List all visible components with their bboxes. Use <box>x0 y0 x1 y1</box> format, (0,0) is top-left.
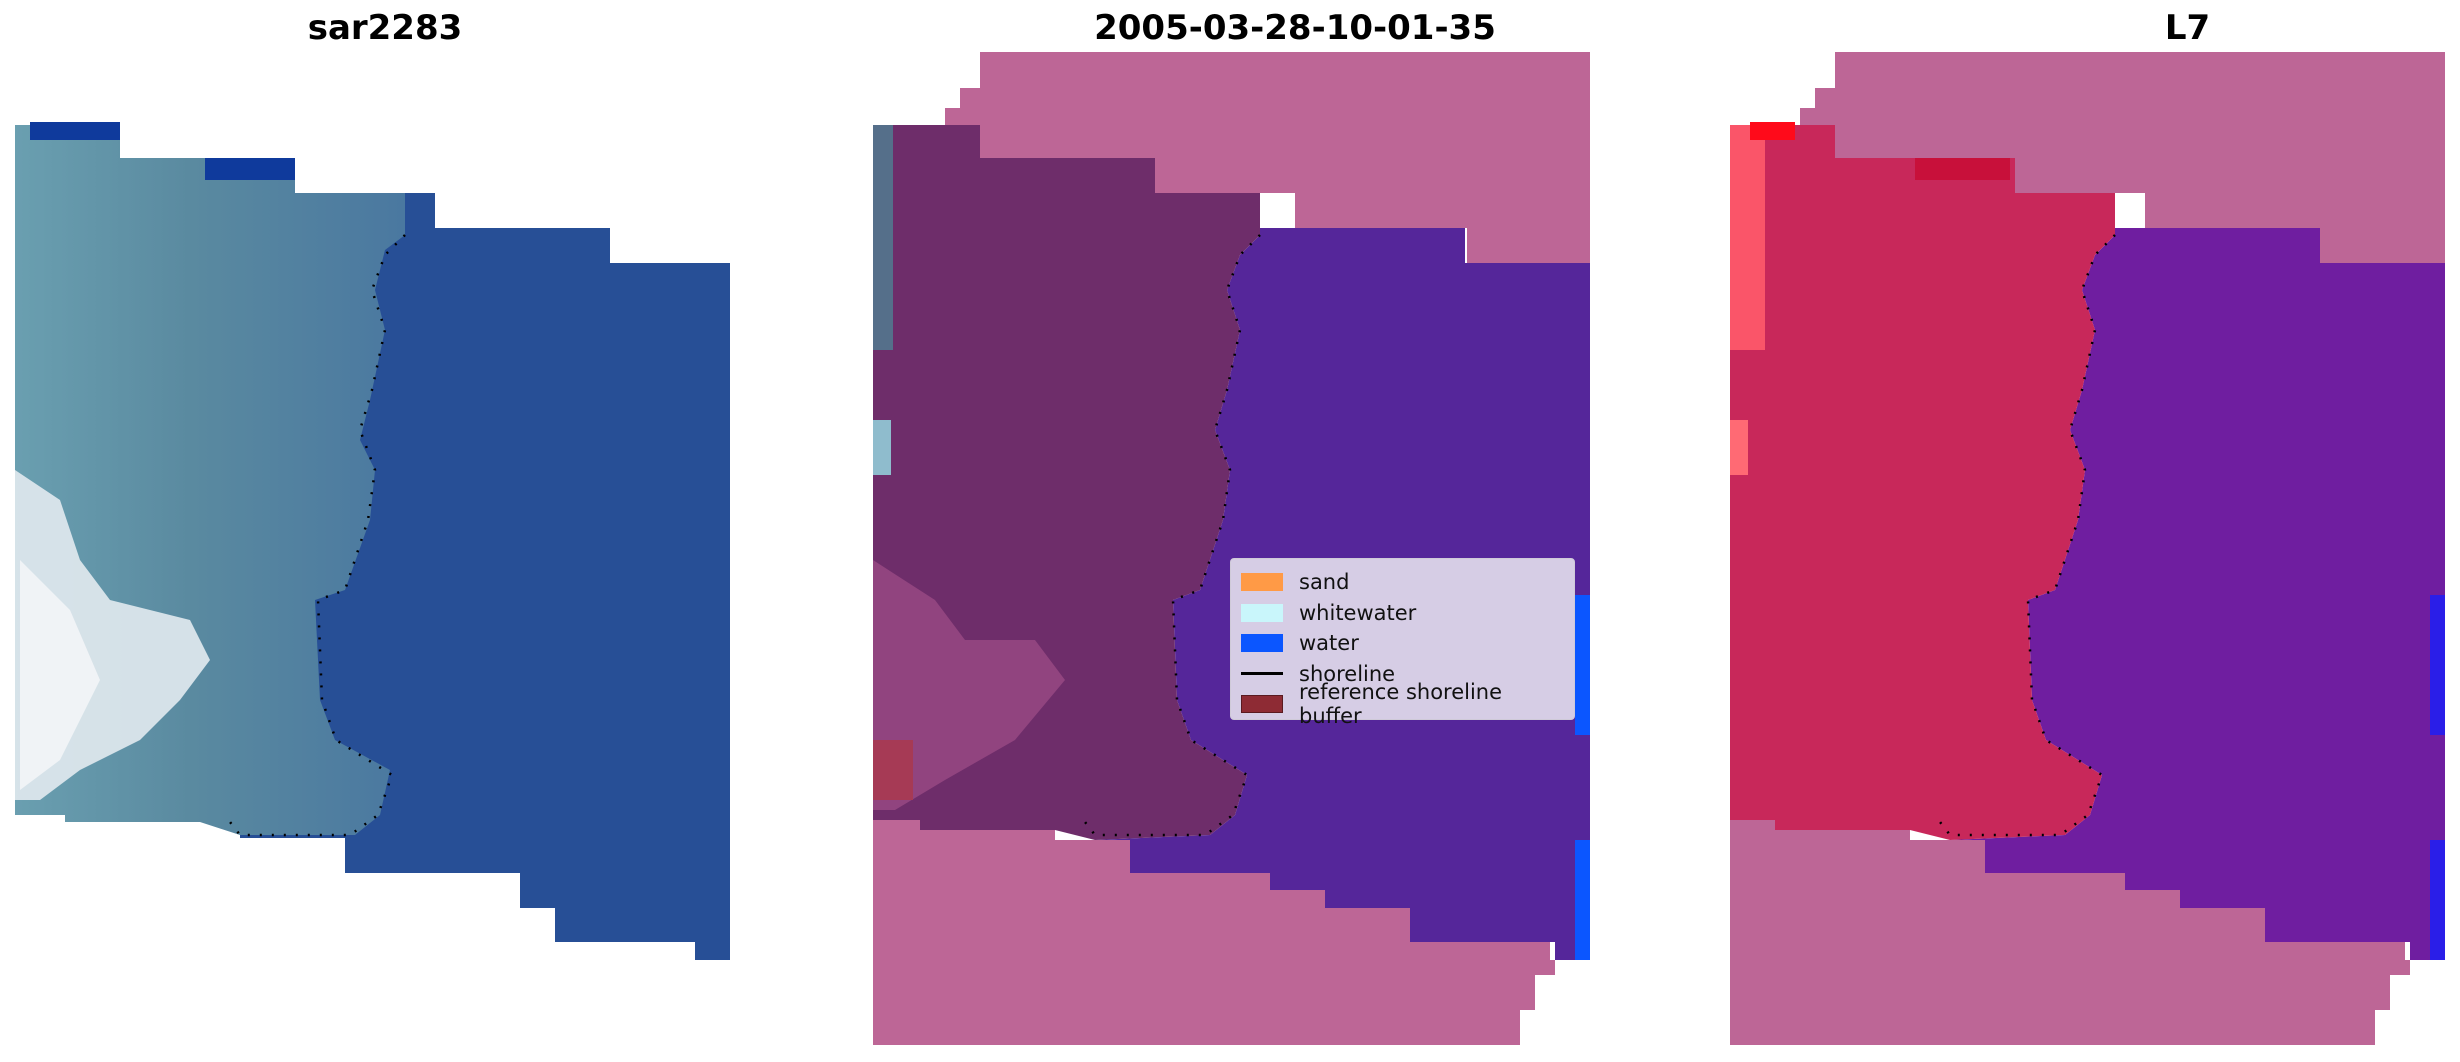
legend-item-shoreline: shoreline <box>1241 659 1564 690</box>
legend-swatch-shoreline <box>1241 672 1283 676</box>
legend-swatch-reference-buffer <box>1241 695 1283 714</box>
panel-title-l7: L7 <box>2164 8 2211 48</box>
panel-title-date: 2005-03-28-10-01-35 <box>1094 8 1496 48</box>
legend-item-water: water <box>1241 628 1564 659</box>
legend-swatch-whitewater <box>1241 603 1283 622</box>
panel-l7: L7 <box>1715 0 2460 1062</box>
legend-item-sand: sand <box>1241 567 1564 598</box>
legend-label-water: water <box>1299 631 1359 656</box>
l7-image <box>1730 52 2445 1045</box>
legend-label-reference-buffer: reference shoreline buffer <box>1299 680 1503 729</box>
classification-image <box>873 52 1590 1045</box>
panel-rgb: sar2283 <box>0 0 770 1062</box>
legend-swatch-sand <box>1241 573 1283 592</box>
nodata-overlay-top <box>945 52 1590 263</box>
legend-label-sand: sand <box>1299 570 1350 595</box>
legend-label-shoreline: shoreline <box>1299 661 1396 686</box>
legend-item-whitewater: whitewater <box>1241 598 1564 629</box>
legend-item-reference-buffer: reference shoreline buffer <box>1241 680 1564 728</box>
panel-title-rgb: sar2283 <box>307 8 463 48</box>
l7-nodata-top <box>1800 52 2445 263</box>
legend: sand whitewater water shoreline referenc… <box>1230 558 1575 728</box>
legend-swatch-water <box>1241 634 1283 653</box>
l7-water-area <box>1950 228 2445 960</box>
legend-label-whitewater: whitewater <box>1299 600 1417 625</box>
l7-nodata-bottom <box>1730 820 2410 1045</box>
rgb-image <box>15 122 730 960</box>
panel-classification: 2005-03-28-10-01-35 sand whitewater wate… <box>855 0 1625 1062</box>
class-water-pure <box>1575 595 1590 735</box>
l7-land-area <box>1730 125 2115 840</box>
nodata-overlay-bottom <box>873 820 1555 1045</box>
